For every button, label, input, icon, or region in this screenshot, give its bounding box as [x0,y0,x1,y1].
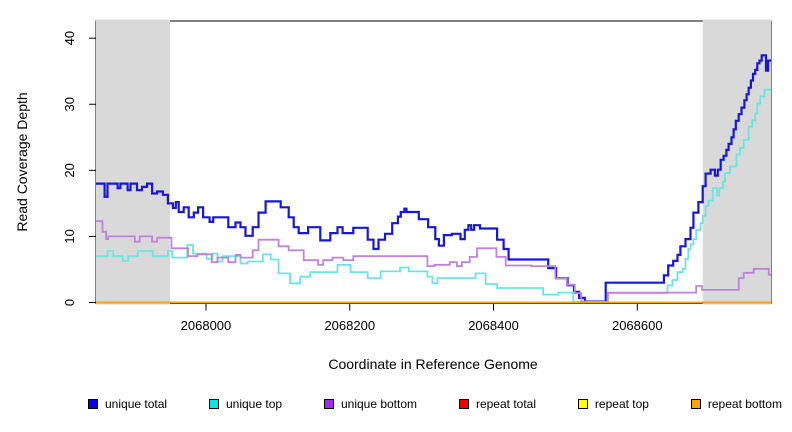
legend-label: repeat top [594,397,649,411]
legend-label: repeat total [475,397,536,411]
x-tick-label: 2068000 [181,318,232,333]
legend-item-repeat-bottom: repeat bottom [690,397,782,411]
y-tick-label: 0 [62,299,77,306]
y-tick-label: 20 [62,163,77,177]
legend-swatch-unique-top [208,399,219,409]
x-axis-title: Coordinate in Reference Genome [328,356,538,372]
legend-label: repeat bottom [707,397,782,411]
legend-label: unique total [105,397,168,411]
series-line-unique-total [96,54,771,303]
legend-swatch-repeat-total [458,399,469,409]
x-tick-label: 2068200 [324,318,375,333]
series-line-unique-top [96,88,771,303]
legend-label: unique top [225,397,283,411]
series-line-unique-bottom [96,220,771,303]
legend-item-repeat-top: repeat top [577,397,649,411]
legend: unique total unique top unique bottom repea… [88,397,782,411]
legend-item-repeat-total: repeat total [458,397,536,411]
legend-swatch-repeat-top [577,399,588,409]
y-tick-label: 10 [62,229,77,243]
shaded-region-left [96,19,171,305]
y-tick-label: 30 [62,97,77,111]
legend-label: unique bottom [340,397,418,411]
x-tick-label: 2068400 [468,318,519,333]
y-tick-label: 40 [62,31,77,45]
legend-item-unique-top: unique top [208,397,283,411]
x-tick-label: 2068600 [612,318,663,333]
legend-item-unique-bottom: unique bottom [323,397,418,411]
legend-swatch-unique-bottom [323,399,334,409]
legend-swatch-unique-total [88,399,98,409]
y-axis-title: Read Coverage Depth [14,92,30,231]
legend-swatch-repeat-bottom [690,399,701,409]
legend-item-unique-total: unique total [88,397,167,411]
plot-box [95,20,772,304]
